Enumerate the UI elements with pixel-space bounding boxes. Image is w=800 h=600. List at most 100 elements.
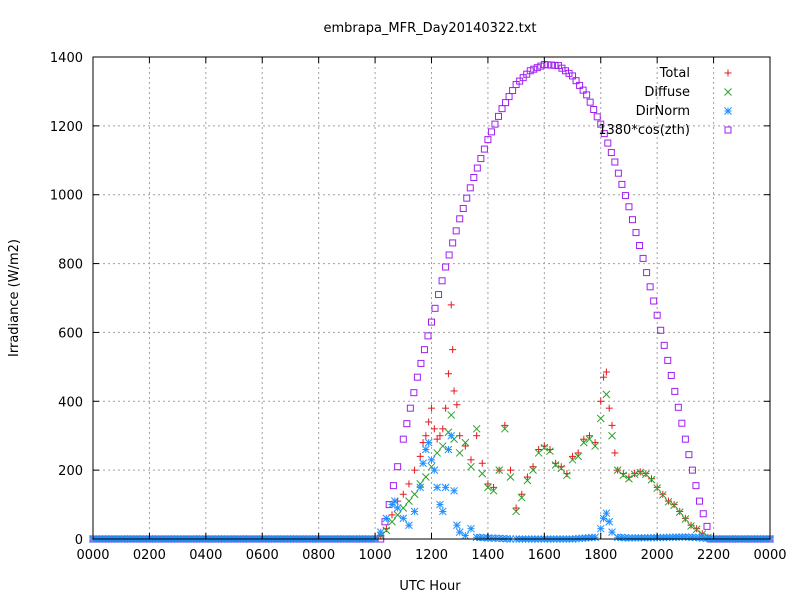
data-point (600, 373, 608, 381)
data-point (450, 387, 458, 395)
data-point (455, 449, 464, 457)
data-point (585, 435, 594, 444)
data-point (447, 411, 456, 419)
data-point (393, 504, 402, 512)
data-point (438, 277, 446, 285)
data-point (435, 291, 443, 299)
data-point (382, 514, 391, 523)
data-point (495, 466, 504, 474)
data-point (530, 65, 538, 73)
x-tick-label: 2200 (697, 548, 730, 563)
data-point (416, 483, 425, 492)
data-point (449, 346, 457, 354)
data-point (441, 483, 450, 492)
data-point (430, 425, 438, 433)
data-point (467, 462, 475, 471)
data-point (494, 112, 502, 120)
data-point (484, 480, 492, 488)
data-point (681, 515, 690, 523)
data-point (428, 318, 435, 326)
data-point (382, 526, 391, 535)
y-tick-label: 200 (58, 464, 83, 479)
x-tick-label: 1800 (584, 548, 617, 563)
x-tick-label: 0800 (302, 548, 335, 563)
legend-marker (724, 107, 732, 115)
data-point (602, 368, 610, 376)
data-point (678, 419, 686, 427)
data-point (478, 469, 487, 478)
data-point (389, 482, 397, 490)
data-point (526, 67, 534, 75)
legend-marker (724, 88, 732, 96)
legend-label: DirNorm (636, 104, 690, 119)
data-point (580, 435, 588, 443)
data-point (452, 227, 460, 235)
data-point (547, 61, 555, 69)
data-point (431, 304, 439, 312)
y-tick-label: 400 (58, 395, 83, 410)
data-point (444, 370, 452, 378)
data-point (563, 471, 571, 480)
data-point (611, 449, 619, 457)
data-point (505, 93, 513, 101)
data-point (695, 497, 703, 505)
data-point (399, 435, 407, 443)
y-tick-label: 1000 (50, 189, 83, 204)
data-point (574, 452, 583, 461)
data-point (484, 483, 492, 492)
data-point (699, 534, 707, 542)
data-point (472, 424, 481, 433)
data-point (596, 524, 605, 533)
data-point (628, 216, 636, 224)
data-point (557, 463, 565, 471)
data-point (653, 311, 661, 319)
data-point (670, 501, 678, 510)
data-point (410, 490, 419, 499)
data-point (399, 504, 408, 512)
data-point (436, 500, 444, 509)
legend-label: Total (659, 66, 690, 81)
data-point (551, 461, 560, 469)
y-tick-label: 600 (58, 326, 83, 341)
data-point (611, 158, 619, 166)
data-point (608, 431, 616, 440)
data-point (405, 480, 413, 488)
data-point (608, 421, 616, 429)
data-point (518, 490, 526, 498)
data-point (422, 432, 430, 440)
legend-marker (724, 126, 732, 134)
data-point (467, 456, 475, 464)
x-tick-label: 2000 (641, 548, 674, 563)
data-point (456, 215, 464, 223)
data-point (416, 452, 424, 460)
data-point (480, 145, 488, 153)
data-point (438, 507, 447, 516)
data-point (605, 517, 614, 526)
data-point (506, 466, 514, 474)
data-point (551, 61, 559, 69)
x-tick-label: 0000 (76, 548, 109, 563)
data-point (422, 473, 430, 481)
data-point (687, 522, 695, 530)
data-point (411, 466, 419, 474)
data-point (410, 389, 418, 397)
data-point (445, 251, 453, 259)
data-point (417, 359, 425, 367)
x-tick-label: 1200 (415, 548, 448, 563)
data-point (643, 269, 651, 277)
data-point (692, 525, 701, 534)
data-point (583, 91, 591, 99)
data-point (591, 442, 599, 450)
data-point (579, 86, 587, 94)
data-point (647, 475, 656, 484)
data-point (660, 341, 668, 349)
data-point (450, 486, 458, 495)
data-point (427, 455, 436, 464)
data-point (619, 471, 628, 480)
data-point (502, 99, 510, 107)
data-point (424, 332, 432, 340)
data-point (399, 514, 408, 523)
data-point (546, 445, 554, 453)
data-point (692, 482, 700, 490)
data-point (590, 106, 598, 114)
